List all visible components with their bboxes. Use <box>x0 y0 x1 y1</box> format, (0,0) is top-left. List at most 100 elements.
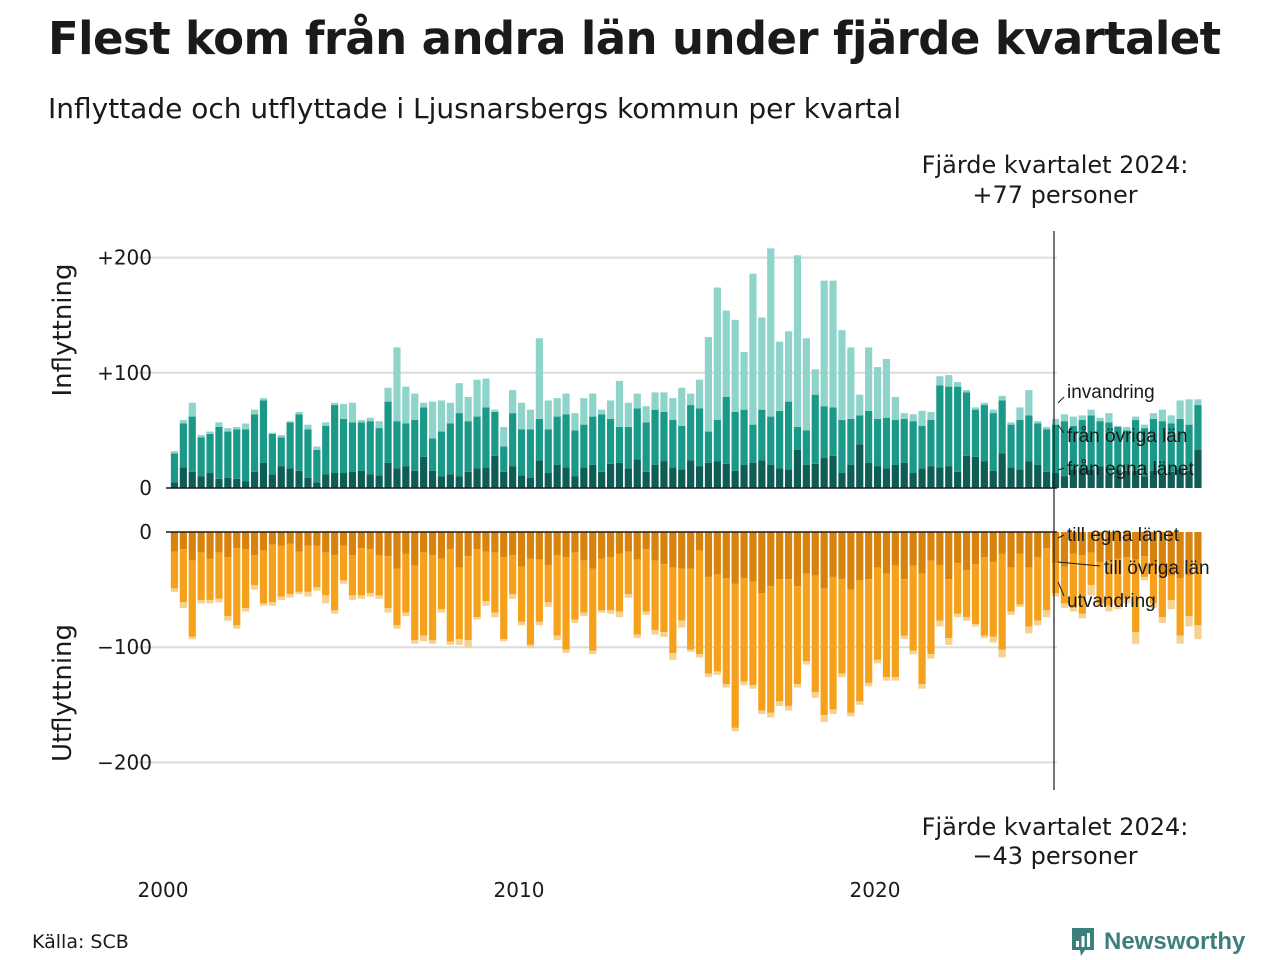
outflow-bar-segment <box>918 684 926 689</box>
inflow-bar-segment <box>998 453 1006 488</box>
inflow-bar-segment <box>295 414 303 471</box>
outflow-bar-segment <box>740 578 748 682</box>
inflow-bar-segment <box>660 392 668 412</box>
outflow-bar-segment <box>784 532 793 580</box>
inflow-bar-segment <box>1043 471 1051 488</box>
inflow-bar-segment <box>482 467 490 488</box>
inflow-bar-segment <box>820 458 828 488</box>
outflow-bar-segment <box>909 650 917 655</box>
inflow-bar-segment <box>998 400 1006 454</box>
inflow-bar-segment <box>945 386 953 467</box>
outflow-bar-segment <box>829 576 837 710</box>
inflow-bar-segment <box>989 470 997 488</box>
outflow-bar-segment <box>891 677 899 681</box>
outflow-bar-segment <box>428 532 437 556</box>
outflow-bar-segment <box>250 532 259 556</box>
outflow-bar-segment <box>606 610 615 614</box>
inflow-bar-segment <box>1078 467 1086 488</box>
inflow-bar-segment <box>989 409 997 414</box>
outflow-bar-segment <box>242 532 250 550</box>
inflow-bar-segment <box>348 471 357 488</box>
outflow-bar-segment <box>1149 532 1158 567</box>
outflow-bar-segment <box>179 602 187 609</box>
outflow-bar-segment <box>500 639 508 642</box>
inflow-bar-segment <box>1034 421 1042 424</box>
outflow-bar-segment <box>989 636 997 643</box>
outflow-bar-segment <box>1114 558 1122 605</box>
outflow-bar-segment <box>304 545 312 592</box>
inflow-bar-segment <box>1194 405 1202 450</box>
inflow-bar-segment <box>428 401 437 439</box>
inflow-bar-segment <box>758 409 766 461</box>
inflow-bar-segment <box>304 429 312 478</box>
outflow-bar-segment <box>1096 603 1104 607</box>
inflow-bar-segment <box>722 396 730 464</box>
inflow-bar-segment <box>1069 425 1077 470</box>
outflow-bar-segment <box>322 552 330 596</box>
outflow-bar-segment <box>784 579 793 706</box>
outflow-bar-segment <box>259 532 268 551</box>
inflow-bar-segment <box>1087 409 1095 416</box>
inflow-bar-segment <box>713 420 721 462</box>
inflow-bar-segment <box>1123 470 1131 488</box>
inflow-bar-segment <box>687 460 695 488</box>
outflow-bar-segment <box>678 532 686 569</box>
outflow-bar-segment <box>589 568 597 651</box>
inflow-bar-segment <box>393 421 401 469</box>
inflow-bar-segment <box>918 468 926 488</box>
inflow-bar-segment <box>1078 420 1086 468</box>
outflow-bar-segment <box>1051 563 1060 594</box>
inflow-bar-segment <box>188 471 196 488</box>
outflow-bar-segment <box>1034 557 1042 621</box>
inflow-bar-segment <box>224 428 232 432</box>
outflow-bar-segment <box>642 549 650 612</box>
outflow-bar-segment <box>731 583 739 728</box>
outflow-bar-segment <box>1025 532 1033 568</box>
outflow-bar-segment <box>1007 567 1015 612</box>
inflow-bar-segment <box>1060 414 1069 422</box>
inflow-bar-segment <box>304 424 312 430</box>
inflow-bar-segment <box>669 467 677 488</box>
outflow-bar-segment <box>517 621 526 626</box>
inflow-bar-segment <box>455 413 463 477</box>
top-annotation-line1: Fjärde kvartalet 2024: <box>922 151 1189 179</box>
outflow-bar-segment <box>704 532 713 577</box>
inflow-bar-segment <box>1087 415 1095 470</box>
inflow-bar-segment <box>544 429 552 474</box>
inflow-bar-segment <box>580 424 588 468</box>
outflow-bar-segment <box>455 639 463 645</box>
inflow-bar-segment <box>802 430 810 465</box>
outflow-bar-segment <box>526 532 535 559</box>
inflow-bar-segment <box>962 455 971 488</box>
inflow-bar-segment <box>793 255 802 427</box>
inflow-bar-segment <box>945 375 953 387</box>
inflow-bar-segment <box>633 393 641 409</box>
inflow-bar-segment <box>242 481 250 488</box>
inflow-bar-segment <box>767 464 775 488</box>
outflow-bar-segment <box>1016 604 1024 607</box>
inflow-bar-segment <box>250 414 259 472</box>
inflow-bar-segment <box>909 473 917 488</box>
outflow-bar-segment <box>633 532 641 560</box>
inflow-bar-segment <box>589 416 597 465</box>
inflow-bar-segment <box>339 418 348 474</box>
inflow-bar-segment <box>891 464 899 488</box>
inflow-bar-segment <box>660 461 668 488</box>
inflow-bar-segment <box>517 429 526 476</box>
inflow-bar-segment <box>954 386 962 472</box>
outflow-bar-segment <box>580 612 588 617</box>
inflow-bar-segment <box>446 474 454 488</box>
inflow-bar-segment <box>1140 476 1149 488</box>
outflow-bar-segment <box>420 635 428 642</box>
inflow-bar-segment <box>1078 415 1086 421</box>
inflow-bar-segment <box>428 438 437 471</box>
outflow-bar-segment <box>1140 556 1149 577</box>
inflow-bar-segment <box>1114 469 1122 488</box>
inflow-bar-segment <box>473 379 481 417</box>
inflow-bar-segment <box>242 429 250 482</box>
outflow-bar-segment <box>1087 584 1095 596</box>
inflow-bar-segment <box>1185 470 1193 488</box>
outflow-bar-segment <box>473 532 481 550</box>
outflow-bar-segment <box>544 532 552 566</box>
inflow-bar-segment <box>331 473 339 488</box>
